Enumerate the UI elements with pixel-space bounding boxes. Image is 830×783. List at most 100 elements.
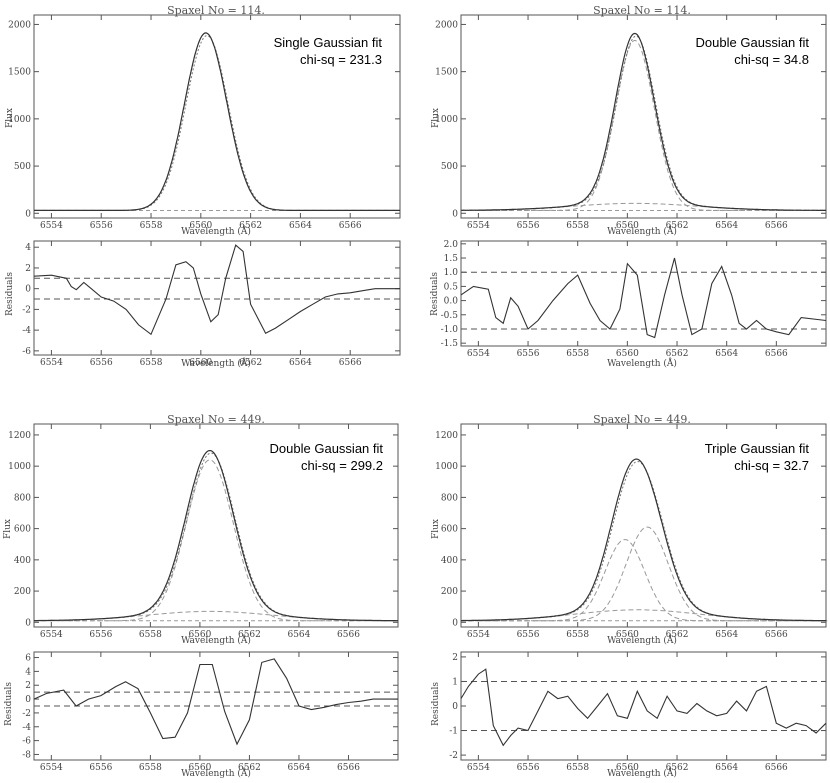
residuals-y-tick-label: 6: [25, 654, 31, 664]
residuals-y-tick-label: 1.0: [444, 268, 459, 278]
residuals-y-tick-label: 0: [25, 285, 31, 295]
residuals-x-tick-label: 6560: [616, 349, 639, 359]
residuals-x-tick-label: 6558: [139, 763, 162, 773]
flux-x-tick-label: 6554: [467, 630, 490, 640]
residuals-x-tick-label: 6562: [666, 349, 689, 359]
residuals-x-tick-label: 6560: [188, 763, 211, 773]
flux-frame: [33, 14, 401, 219]
fit-label: Double Gaussian fit: [696, 35, 810, 50]
fit-label: Triple Gaussian fit: [705, 441, 810, 456]
residuals-y-tick-label: -4: [22, 723, 31, 733]
flux-x-tick-label: 6562: [666, 630, 689, 640]
flux-y-tick-label: 0: [25, 618, 31, 628]
fit-label: Single Gaussian fit: [274, 35, 383, 50]
x-axis-label: Wavelength (Å): [607, 634, 677, 646]
observed-spectrum-line: [461, 458, 826, 622]
flux-x-tick-label: 6564: [715, 630, 738, 640]
flux-x-tick-label: 6562: [238, 630, 261, 640]
flux-x-tick-label: 6558: [139, 630, 162, 640]
flux-y-tick-label: 0: [452, 209, 458, 219]
residuals-y-tick-label: -6: [22, 737, 31, 747]
residuals-y-tick-label: -6: [22, 347, 31, 357]
residuals-x-tick-label: 6558: [140, 358, 163, 368]
flux-x-tick-label: 6560: [616, 630, 639, 640]
residuals-x-tick-label: 6562: [238, 763, 261, 773]
residuals-y-tick-label: 4: [25, 667, 31, 677]
residuals-y-tick-label: 4: [25, 243, 31, 253]
chi-sq-label: chi-sq = 299.2: [301, 458, 383, 473]
panel-top-right: Spaxel No = 114. Double Gaussian fit chi…: [430, 4, 828, 369]
y-axis-label: Flux: [431, 519, 441, 539]
flux-y-tick-label: 400: [441, 556, 458, 566]
chi-sq-label: chi-sq = 34.8: [734, 52, 809, 67]
residuals-y-tick-label: 1: [452, 677, 458, 687]
flux-x-tick-label: 6560: [616, 221, 639, 231]
flux-x-tick-label: 6562: [239, 221, 262, 231]
model-fit-line: [462, 460, 828, 622]
residuals-y-tick-label: -2: [449, 751, 458, 761]
flux-y-tick-label: 2000: [435, 20, 458, 30]
flux-y-tick-label: 800: [14, 493, 31, 503]
residuals-x-tick-label: 6562: [239, 358, 262, 368]
x-axis-label: Wavelength (Å): [181, 634, 251, 646]
residuals-x-tick-label: 6564: [287, 763, 310, 773]
flux-x-tick-label: 6564: [289, 221, 312, 231]
gaussian-component-line: [461, 526, 826, 622]
flux-y-tick-label: 200: [441, 587, 458, 597]
residuals-line: [33, 658, 398, 746]
model-fit-line: [35, 452, 400, 622]
residuals-x-tick-label: 6556: [90, 358, 113, 368]
x-axis-label: Wavelength (Å): [181, 225, 251, 237]
residuals-x-tick-label: 6564: [715, 763, 738, 773]
flux-y-tick-label: 600: [441, 525, 458, 535]
residuals-y-tick-label: -2: [22, 305, 31, 315]
residuals-line: [460, 257, 827, 339]
residuals-y-axis-label: Residuals: [431, 682, 441, 726]
flux-y-tick-label: 1000: [435, 462, 458, 472]
flux-y-tick-label: 0: [25, 209, 31, 219]
residuals-y-tick-label: -1.0: [441, 325, 459, 335]
panel-title: Spaxel No = 449.: [593, 413, 691, 426]
residuals-x-tick-label: 6560: [616, 763, 639, 773]
flux-x-tick-label: 6566: [337, 630, 360, 640]
residuals-y-tick-label: 2: [25, 264, 31, 274]
residuals-x-tick-label: 6564: [715, 349, 738, 359]
flux-y-tick-label: 1000: [8, 115, 31, 125]
residuals-x-tick-label: 6556: [517, 763, 540, 773]
residuals-x-axis-label: Wavelength (Å): [607, 767, 677, 779]
residuals-x-tick-label: 6560: [189, 358, 212, 368]
flux-x-tick-label: 6554: [40, 221, 63, 231]
flux-frame: [460, 14, 827, 219]
residuals-line: [33, 244, 400, 336]
residuals-x-axis-label: Wavelength (Å): [181, 767, 251, 779]
residuals-x-tick-label: 6554: [40, 358, 63, 368]
residuals-x-tick-label: 6558: [566, 349, 589, 359]
flux-x-tick-label: 6560: [188, 630, 211, 640]
flux-x-tick-label: 6558: [140, 221, 163, 231]
flux-y-tick-label: 1500: [435, 68, 458, 78]
residuals-x-tick-label: 6562: [666, 763, 689, 773]
flux-x-tick-label: 6564: [715, 221, 738, 231]
flux-frame: [33, 423, 399, 628]
residuals-x-tick-label: 6566: [765, 763, 788, 773]
residuals-x-tick-label: 6554: [467, 763, 490, 773]
flux-y-tick-label: 2000: [8, 20, 31, 30]
residuals-x-tick-label: 6564: [289, 358, 312, 368]
panel-bottom-right: Spaxel No = 449. Triple Gaussian fit chi…: [431, 413, 828, 779]
residuals-y-tick-label: 0.0: [444, 297, 459, 307]
residuals-y-tick-label: 0.5: [444, 282, 459, 292]
residuals-x-axis-label: Wavelength (Å): [607, 357, 677, 369]
flux-y-tick-label: 600: [14, 525, 31, 535]
gaussian-component-line: [461, 539, 826, 622]
residuals-y-tick-label: -4: [22, 326, 31, 336]
y-axis-label: Flux: [431, 108, 441, 128]
y-axis-label: Flux: [3, 519, 13, 539]
flux-x-tick-label: 6562: [666, 221, 689, 231]
residuals-frame: [33, 240, 401, 356]
flux-y-tick-label: 1500: [8, 68, 31, 78]
residuals-x-tick-label: 6554: [467, 349, 490, 359]
residuals-y-axis-label: Residuals: [4, 682, 14, 726]
flux-x-tick-label: 6564: [287, 630, 310, 640]
chi-sq-label: chi-sq = 231.3: [300, 52, 382, 67]
